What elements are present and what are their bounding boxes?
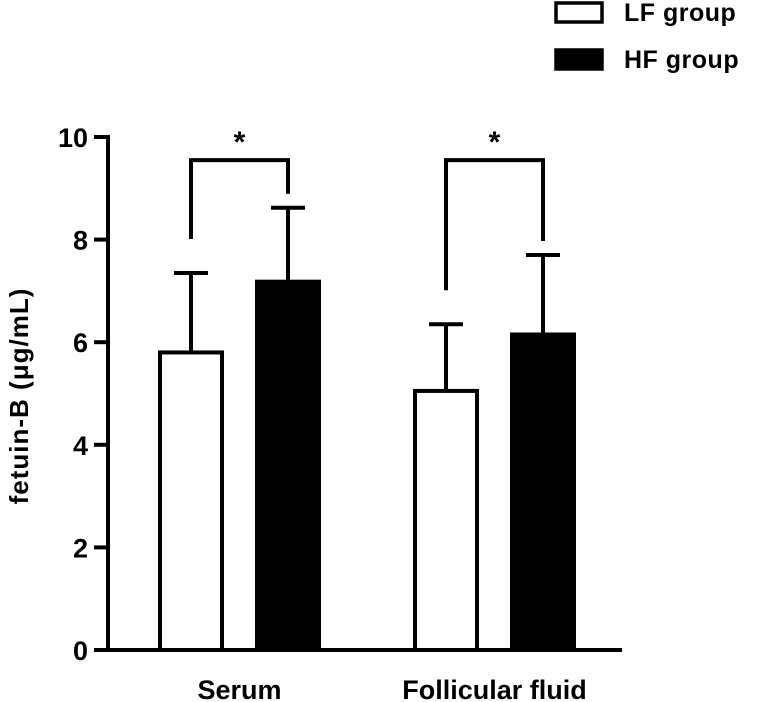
legend-swatch xyxy=(554,1,604,24)
y-tick-label: 0 xyxy=(73,636,88,666)
x-axis: Serum Follicular fluid xyxy=(106,648,622,702)
significance-bracket xyxy=(444,158,545,291)
significance-asterisk: * xyxy=(489,126,501,159)
y-tick-label: 10 xyxy=(58,123,88,153)
legend-label: HF group xyxy=(624,46,739,74)
y-tick-label: 6 xyxy=(73,328,88,358)
x-category-label: Follicular fluid xyxy=(402,675,587,702)
y-tick-label: 2 xyxy=(73,533,88,563)
y-axis: 0 2 4 6 8 10 xyxy=(58,123,110,666)
bar-lf-serum xyxy=(158,350,224,652)
significance-brackets: * * xyxy=(189,126,545,291)
bar-hf-serum xyxy=(255,279,321,652)
legend-swatch xyxy=(554,48,604,71)
y-axis-title: fetuin-B (μg/mL) xyxy=(4,288,34,505)
bar-hf-follicular-fluid xyxy=(510,332,576,652)
significance-bracket xyxy=(189,158,290,239)
legend-label: LF group xyxy=(624,0,736,27)
significance-asterisk: * xyxy=(234,126,246,159)
x-category-label: Serum xyxy=(197,675,281,702)
y-tick-label: 8 xyxy=(73,226,88,256)
bar-lf-follicular-fluid xyxy=(413,388,479,652)
y-tick-label: 4 xyxy=(73,431,88,461)
legend: LF group HF group xyxy=(554,0,739,74)
bars xyxy=(158,205,576,652)
